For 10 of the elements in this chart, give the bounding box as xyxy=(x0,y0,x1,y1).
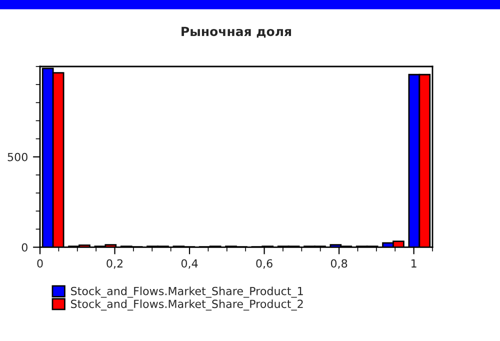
y-tick-label: 500 xyxy=(8,152,28,162)
x-tick-label: 0,4 xyxy=(181,259,198,269)
x-tick-label: 1 xyxy=(411,259,416,268)
chart-title: Рыночная доля xyxy=(182,26,292,38)
x-tick-label: 0,8 xyxy=(330,259,348,269)
legend-label: Stock_and_Flows.Market_Share_Product_1 xyxy=(71,286,303,298)
x-tick-label: 0,2 xyxy=(106,259,122,269)
x-tick-label: 0,6 xyxy=(256,259,272,269)
legend-label: Stock_and_Flows.Market_Share_Product_2 xyxy=(71,299,303,311)
x-tick-label: 0 xyxy=(37,259,43,268)
